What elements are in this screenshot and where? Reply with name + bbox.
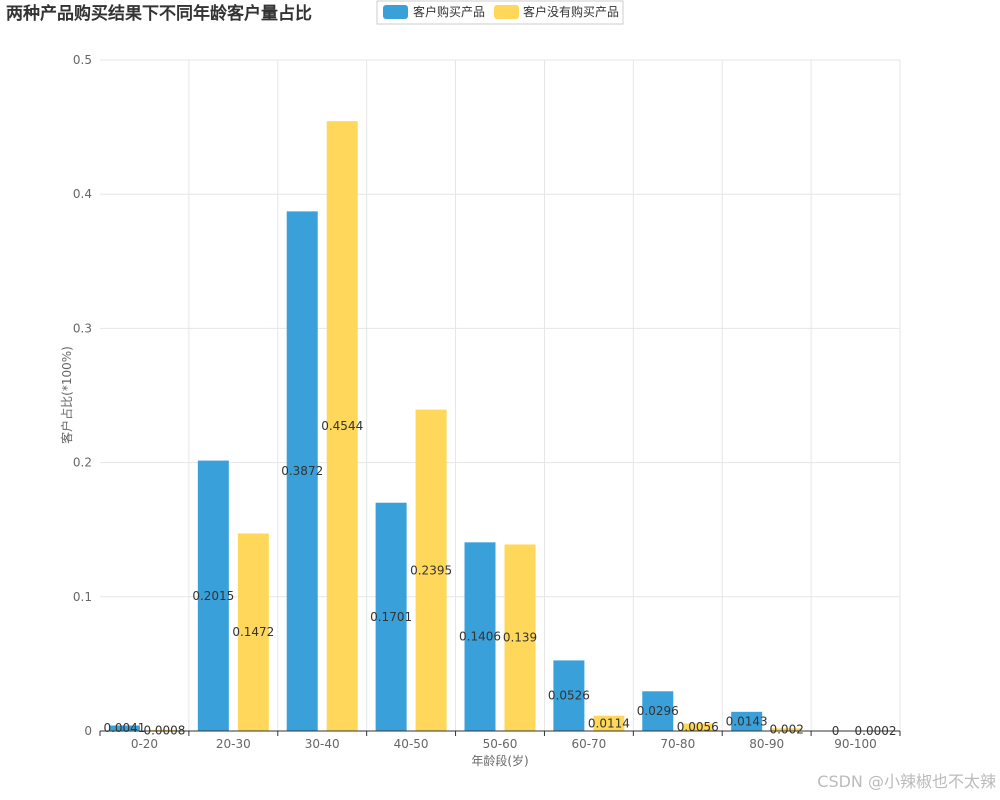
data-label-0-6: 0.0296 [637, 704, 679, 718]
bar-1-6[interactable] [682, 723, 714, 731]
data-label-1-6: 0.0056 [677, 720, 719, 734]
chart-legend: 客户购买产品 客户没有购买产品 [376, 0, 624, 25]
legend-label-0[interactable]: 客户购买产品 [413, 4, 485, 19]
bars [108, 121, 892, 732]
x-tick-label: 90-100 [834, 737, 877, 751]
x-tick-label: 20-30 [216, 737, 251, 751]
data-label-1-0: 0.0008 [143, 723, 185, 737]
axes: 0 0.1 0.2 0.3 0.4 0.5 0-20 20-30 30-40 40-50 50-60… [73, 53, 901, 751]
data-label-0-2: 0.3872 [281, 464, 323, 478]
data-label-0-3: 0.1701 [370, 610, 412, 624]
data-label-1-4: 0.139 [503, 631, 537, 645]
data-label-1-1: 0.1472 [232, 625, 274, 639]
x-tick-label: 70-80 [660, 737, 695, 751]
bar-1-7[interactable] [771, 728, 803, 731]
y-tick-label: 0 [84, 724, 92, 738]
bar-1-1[interactable] [237, 533, 269, 731]
bar-0-7[interactable] [731, 711, 763, 731]
data-label-0-0: 0.0041 [103, 721, 145, 735]
x-tick-label: 60-70 [571, 737, 606, 751]
y-tick-label: 0.3 [73, 321, 92, 335]
y-tick-label: 0.5 [73, 53, 92, 67]
data-label-0-4: 0.1406 [459, 630, 501, 644]
watermark-text: CSDN @小辣椒也不太辣 [817, 772, 996, 791]
chart-title: 两种产品购买结果下不同年龄客户量占比 [6, 3, 312, 24]
bar-1-4[interactable] [504, 544, 536, 731]
y-tick-label: 0.2 [73, 456, 92, 470]
x-tick-label: 40-50 [394, 737, 429, 751]
bar-1-3[interactable] [415, 409, 447, 731]
y-tick-label: 0.4 [73, 187, 92, 201]
bar-1-0[interactable] [148, 729, 180, 731]
bar-0-4[interactable] [464, 542, 496, 731]
bar-1-5[interactable] [593, 715, 625, 731]
data-label-0-5: 0.0526 [548, 689, 590, 703]
data-label-1-3: 0.2395 [410, 563, 452, 577]
data-label-0-7: 0.0143 [726, 714, 768, 728]
legend-swatch-1[interactable] [494, 5, 519, 19]
data-label-1-5: 0.0114 [588, 716, 630, 730]
bar-0-0[interactable] [108, 725, 140, 731]
data-label-0-1: 0.2015 [192, 589, 234, 603]
bar-1-2[interactable] [326, 121, 358, 732]
data-label-1-7: 0.002 [769, 723, 803, 737]
data-label-1-2: 0.4544 [321, 419, 363, 433]
x-tick-label: 30-40 [305, 737, 340, 751]
x-axis-label: 年龄段(岁) [471, 753, 528, 768]
legend-label-1[interactable]: 客户没有购买产品 [523, 4, 619, 19]
bar-0-5[interactable] [553, 660, 585, 731]
grid-lines [100, 59, 901, 731]
y-axis-label: 客户占比(*100%) [59, 346, 74, 444]
x-tick-label: 0-20 [131, 737, 158, 751]
bar-0-1[interactable] [197, 460, 229, 731]
bar-0-2[interactable] [286, 211, 318, 732]
legend-swatch-0[interactable] [383, 5, 408, 19]
x-tick-label: 50-60 [483, 737, 518, 751]
bar-0-3[interactable] [375, 502, 407, 731]
y-tick-label: 0.1 [73, 590, 92, 604]
bar-0-6[interactable] [642, 691, 674, 731]
x-tick-label: 80-90 [749, 737, 784, 751]
